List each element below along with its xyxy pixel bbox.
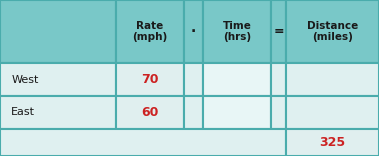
Bar — [286, 96, 379, 129]
Bar — [271, 96, 286, 129]
Text: Time
(hrs): Time (hrs) — [222, 21, 251, 42]
Text: =: = — [273, 25, 284, 38]
Bar — [286, 129, 379, 156]
Bar — [0, 0, 116, 63]
Text: ·: · — [191, 25, 196, 39]
Bar — [286, 63, 379, 96]
Bar — [116, 0, 184, 63]
Text: Rate
(mph): Rate (mph) — [132, 21, 168, 42]
Bar — [271, 63, 286, 96]
Bar — [286, 0, 379, 63]
Text: East: East — [11, 107, 35, 117]
Bar — [203, 96, 271, 129]
Bar — [203, 63, 271, 96]
Text: 60: 60 — [141, 106, 158, 119]
Bar — [271, 0, 286, 63]
Bar — [184, 96, 203, 129]
Bar — [0, 63, 116, 96]
Bar — [116, 96, 184, 129]
Bar — [203, 0, 271, 63]
Bar — [116, 63, 184, 96]
Bar — [184, 0, 203, 63]
Text: 325: 325 — [319, 136, 346, 149]
Bar — [0, 129, 286, 156]
Bar — [0, 96, 116, 129]
Text: West: West — [11, 75, 39, 85]
Text: 70: 70 — [141, 73, 158, 86]
Bar — [184, 63, 203, 96]
Text: Distance
(miles): Distance (miles) — [307, 21, 358, 42]
